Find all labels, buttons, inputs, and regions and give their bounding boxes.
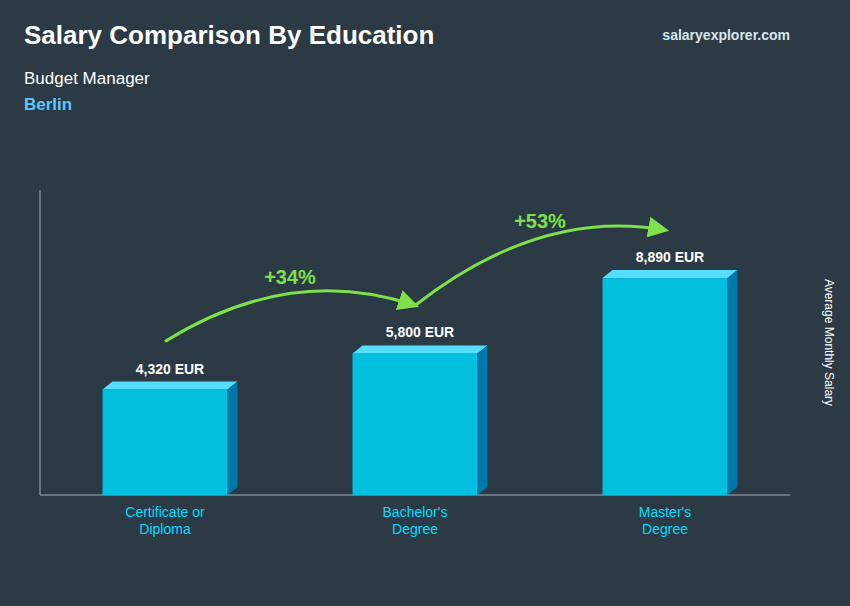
bars (103, 270, 738, 495)
bar-top (603, 270, 738, 278)
growth-arrow (165, 291, 415, 342)
bar (103, 390, 228, 495)
source: salaryexplorer.com (662, 27, 790, 43)
annotation: +34% (264, 266, 316, 288)
x-tick-label: Master'sDegree (639, 504, 691, 537)
bar-top (353, 345, 488, 353)
bar-side (228, 382, 238, 495)
y-axis (40, 190, 41, 495)
x-tick-label: Bachelor'sDegree (383, 504, 448, 537)
bar-side (478, 345, 488, 495)
bar (603, 278, 728, 495)
y-axis-label: Average Monthly Salary (822, 279, 836, 406)
x-tick-label: Certificate orDiploma (125, 504, 205, 537)
chart-container: Salary Comparison By Education Budget Man… (0, 0, 850, 606)
title: Salary Comparison By Education (24, 20, 434, 50)
bar-side (728, 270, 738, 495)
subtitle: Berlin (24, 95, 72, 114)
data-label: 4,320 EUR (136, 361, 204, 377)
data-label: 5,800 EUR (386, 324, 454, 340)
growth-arrow (415, 226, 665, 306)
annotation: +53% (514, 210, 566, 232)
bar (353, 353, 478, 495)
subtitle: Budget Manager (24, 69, 150, 88)
bar-top (103, 382, 238, 390)
data-label: 8,890 EUR (636, 249, 704, 265)
chart: Salary Comparison By Education Budget Man… (0, 0, 850, 606)
